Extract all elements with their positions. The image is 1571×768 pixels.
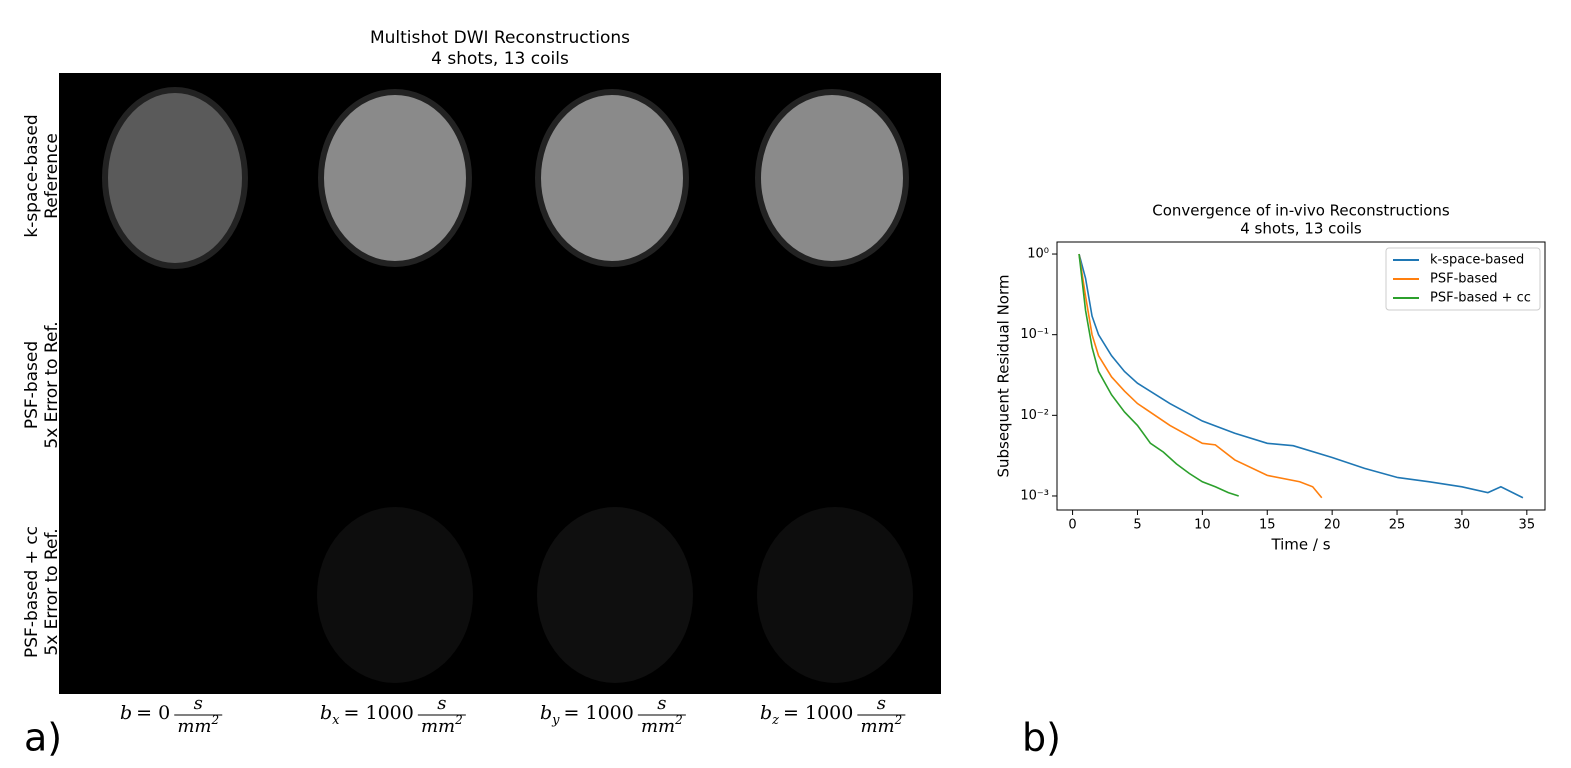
sup: 2: [894, 713, 903, 727]
column-label: bz = 1000: [760, 702, 853, 728]
x-axis-label: Time / s: [1270, 536, 1330, 554]
unit-denominator: mm2: [421, 713, 463, 738]
unit-numerator: s: [194, 693, 203, 714]
sup: 2: [210, 713, 219, 727]
column-label: by = 1000: [540, 702, 634, 728]
x-tick-label: 5: [1133, 518, 1141, 533]
chart-title: Convergence of in-vivo Reconstructions: [1152, 202, 1450, 220]
legend: [1385, 247, 1541, 311]
symbol: b: [540, 702, 552, 724]
x-tick-label: 0: [1068, 518, 1076, 533]
y-tick-label: 10⁻¹: [1020, 327, 1049, 342]
unit-numerator: s: [877, 693, 886, 714]
row-label: 5x Error to Ref.: [42, 321, 62, 448]
row-label: 5x Error to Ref.: [42, 528, 62, 655]
legend-label: k-space-based: [1430, 253, 1524, 268]
brain-images: [102, 87, 913, 683]
plot-frame: [1056, 241, 1546, 511]
equation: = 0: [136, 702, 170, 724]
y-axis-label: Subsequent Residual Norm: [995, 274, 1013, 477]
symbol: b: [120, 702, 132, 724]
subscript: x: [332, 713, 340, 728]
sup: 2: [674, 713, 683, 727]
x-tick-label: 20: [1324, 518, 1341, 533]
x-tick-label: 25: [1389, 518, 1406, 533]
y-tick-label: 10⁻²: [1020, 408, 1049, 423]
x-tick-label: 30: [1454, 518, 1471, 533]
row-label: Reference: [42, 133, 62, 219]
series-line: [1078, 253, 1524, 499]
unit-numerator: s: [657, 693, 666, 714]
x-tick-label: 15: [1259, 518, 1276, 533]
row-label: PSF-based + cc: [22, 526, 42, 658]
symbol: b: [320, 702, 332, 724]
y-tick-label: 10⁰: [1027, 247, 1049, 262]
den: mm: [641, 716, 675, 737]
subscript: z: [771, 713, 779, 728]
y-tick-label: 10⁻³: [1020, 488, 1049, 503]
equation: = 1000: [783, 702, 853, 724]
equation: = 1000: [344, 702, 414, 724]
legend-label: PSF-based + cc: [1430, 291, 1531, 306]
den: mm: [177, 716, 211, 737]
x-tick-label: 35: [1519, 518, 1536, 533]
figure-title: Multishot DWI Reconstructions: [370, 28, 630, 48]
legend-label: PSF-based: [1430, 272, 1498, 287]
chart-subtitle: 4 shots, 13 coils: [1240, 220, 1362, 238]
unit-denominator: mm2: [860, 713, 902, 738]
panel-label: a): [24, 716, 62, 760]
subscript: y: [551, 713, 560, 728]
row-label: PSF-based: [22, 341, 42, 429]
panel-label: b): [1022, 716, 1061, 760]
equation: = 1000: [564, 702, 634, 724]
unit-numerator: s: [437, 693, 446, 714]
den: mm: [421, 716, 455, 737]
x-tick-label: 10: [1194, 518, 1211, 533]
series-line: [1078, 253, 1323, 499]
figure-subtitle: 4 shots, 13 coils: [431, 49, 569, 69]
series-line: [1078, 253, 1239, 497]
row-label: k-space-based: [22, 114, 42, 237]
den: mm: [860, 716, 894, 737]
column-label: b = 0: [120, 702, 170, 724]
unit-denominator: mm2: [177, 713, 219, 738]
sup: 2: [454, 713, 463, 727]
column-label: bx = 1000: [320, 702, 414, 728]
symbol: b: [760, 702, 772, 724]
unit-denominator: mm2: [641, 713, 683, 738]
